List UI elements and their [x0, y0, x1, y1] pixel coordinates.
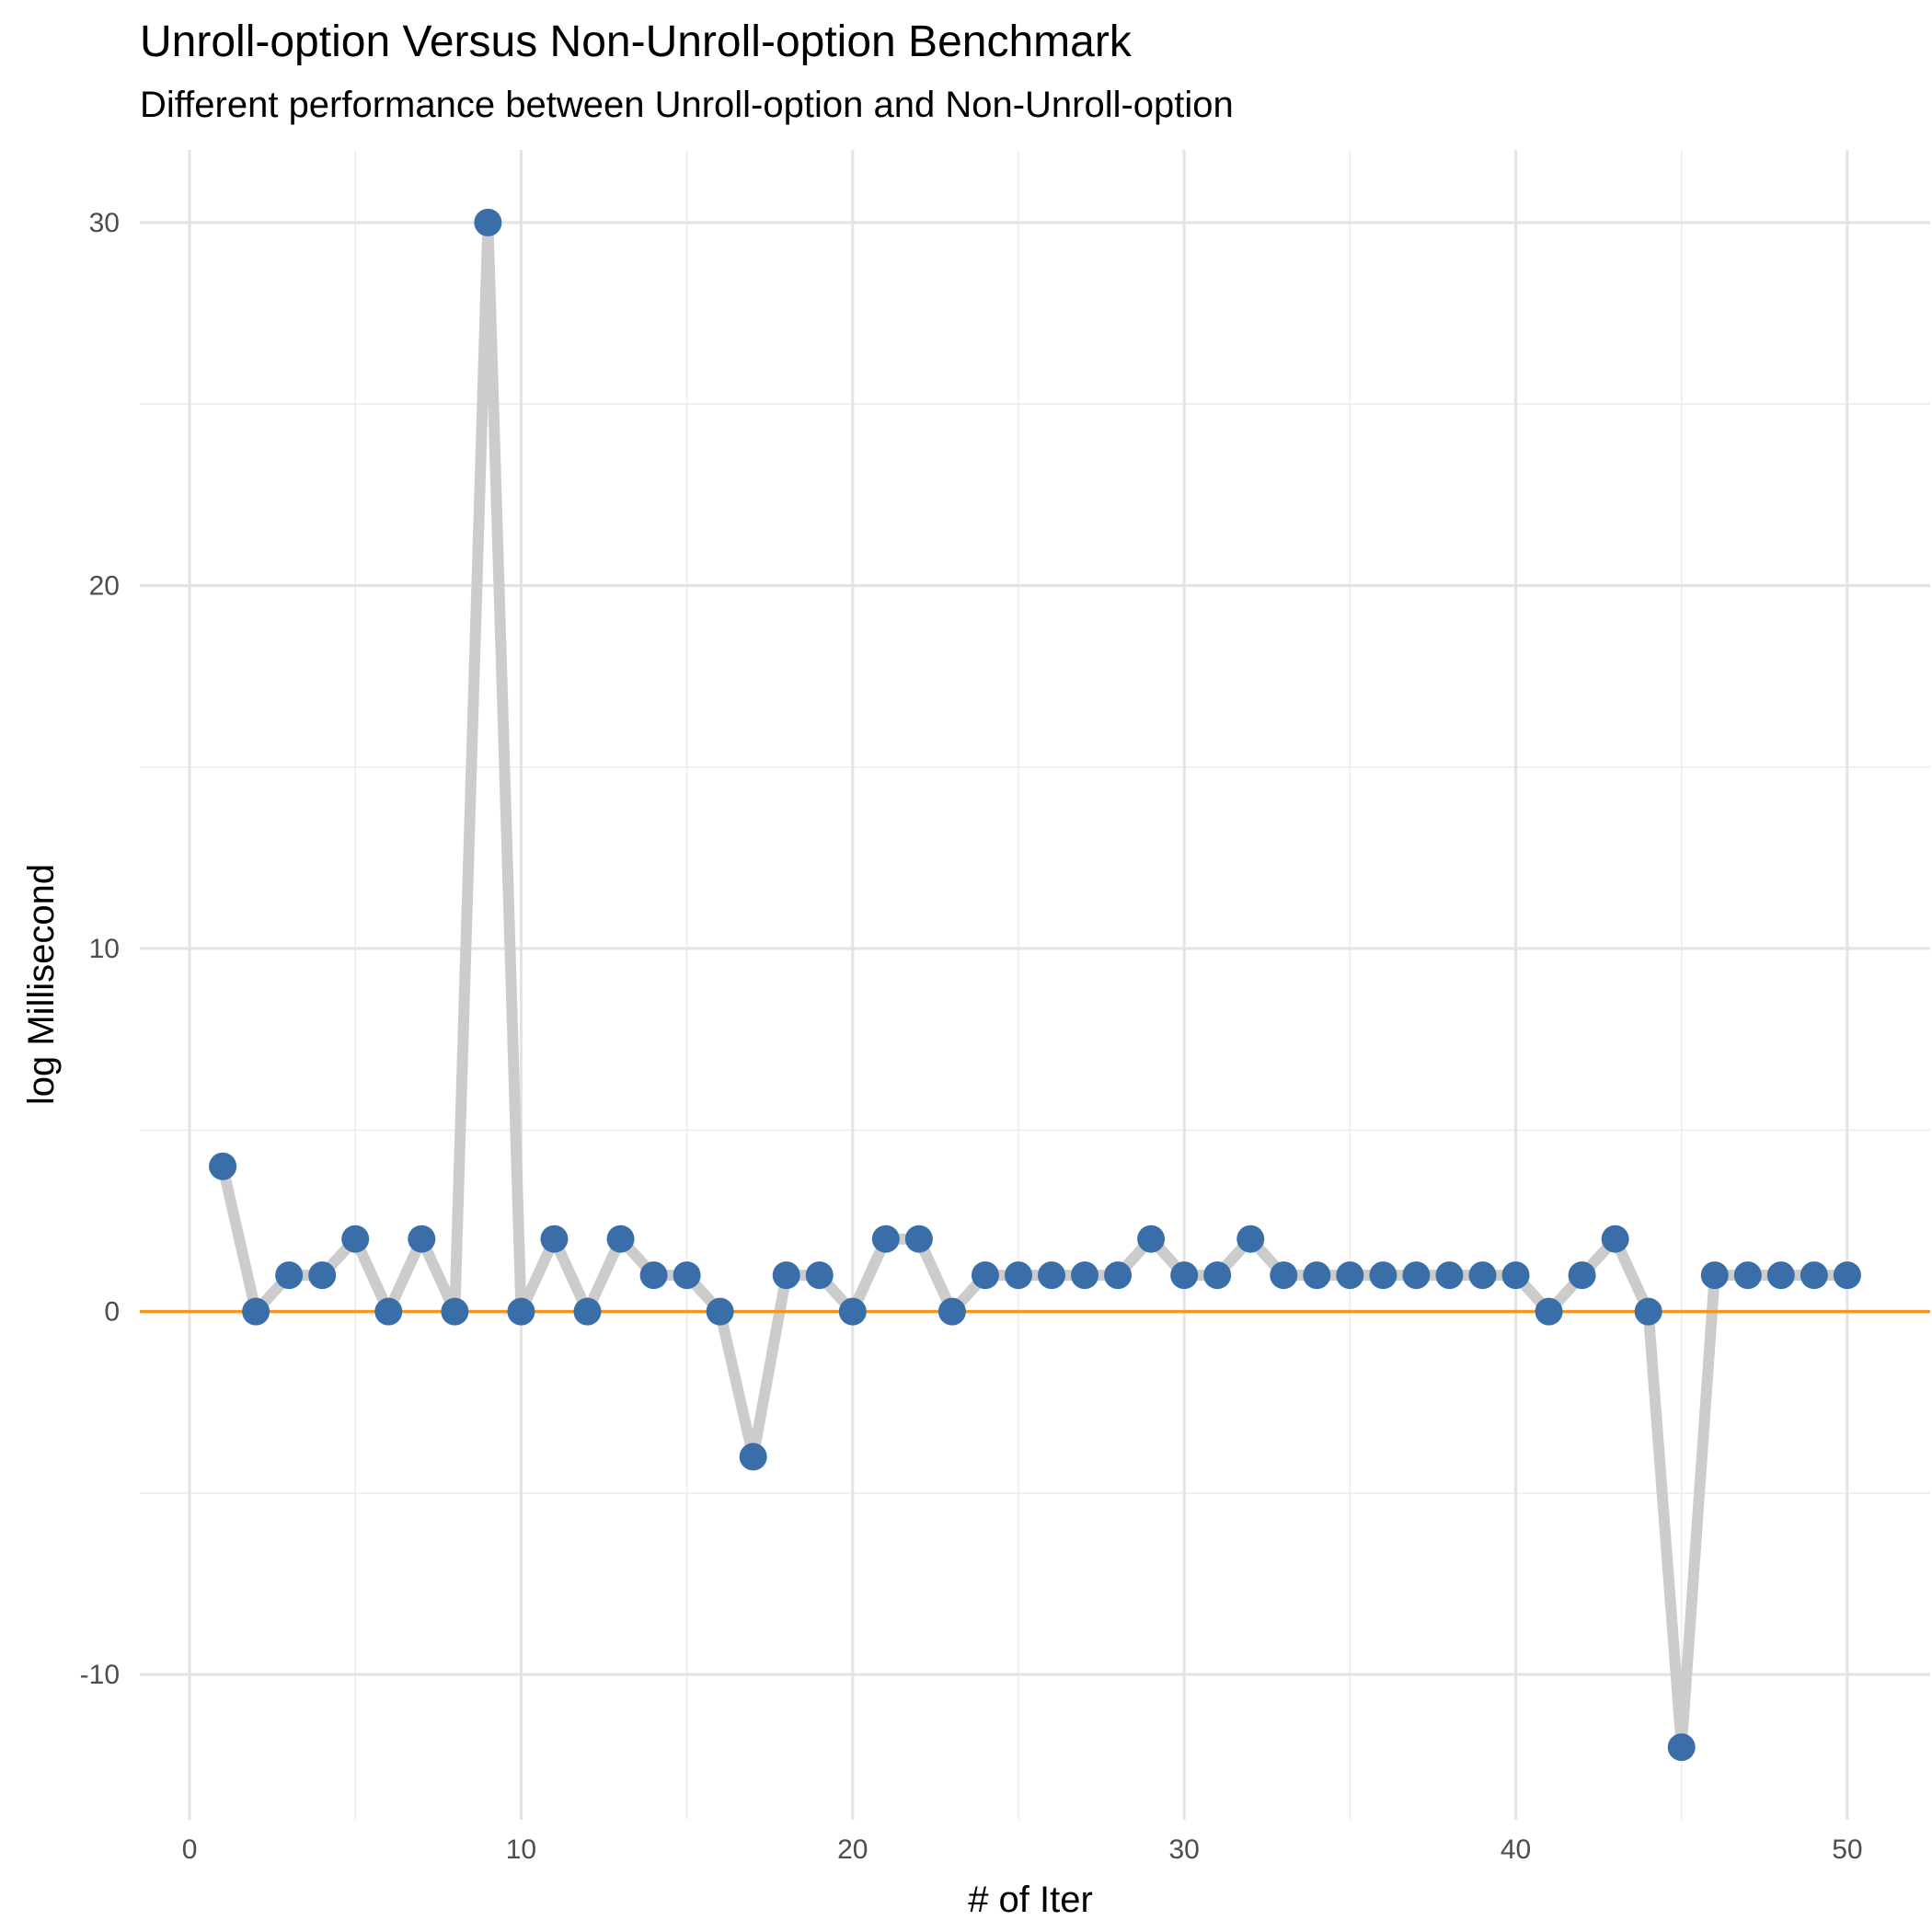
- x-tick-labels: 0 10 20 30 40 50: [182, 1834, 1863, 1865]
- data-point: [1203, 1261, 1232, 1290]
- data-point: [374, 1297, 403, 1326]
- data-point: [408, 1225, 436, 1253]
- data-point: [971, 1261, 999, 1290]
- x-axis-title: # of Iter: [968, 1880, 1093, 1920]
- data-point: [805, 1261, 834, 1290]
- data-point: [706, 1297, 734, 1326]
- data-point: [1833, 1261, 1861, 1290]
- y-tick-label: -10: [80, 1660, 120, 1690]
- data-point: [739, 1443, 767, 1471]
- y-tick-label: 0: [104, 1297, 120, 1328]
- data-point: [1568, 1261, 1596, 1290]
- x-tick-label: 10: [506, 1834, 536, 1865]
- data-point: [1004, 1261, 1032, 1290]
- data-point: [507, 1297, 535, 1326]
- data-point: [1402, 1261, 1431, 1290]
- data-point: [1800, 1261, 1828, 1290]
- series-polyline: [217, 216, 1853, 1754]
- y-tick-label: 20: [89, 570, 120, 601]
- data-point: [1104, 1261, 1133, 1290]
- data-point: [904, 1225, 933, 1253]
- data-point: [1468, 1261, 1497, 1290]
- data-point: [341, 1225, 370, 1253]
- data-point: [772, 1261, 800, 1290]
- major-gridlines: [140, 150, 1930, 1820]
- data-point: [1634, 1297, 1662, 1326]
- data-point: [1667, 1733, 1696, 1762]
- x-tick-label: 30: [1168, 1834, 1199, 1865]
- minor-gridlines: [140, 150, 1930, 1820]
- data-point: [474, 208, 502, 236]
- data-point: [573, 1297, 602, 1326]
- data-point: [1270, 1261, 1298, 1290]
- data-point: [1535, 1297, 1563, 1326]
- data-point: [275, 1261, 304, 1290]
- x-tick-label: 50: [1832, 1834, 1862, 1865]
- data-point: [606, 1225, 635, 1253]
- data-point: [441, 1297, 469, 1326]
- data-point: [1501, 1261, 1530, 1290]
- data-point: [1336, 1261, 1364, 1290]
- data-point: [209, 1152, 237, 1180]
- y-axis-title: log Millisecond: [21, 864, 62, 1105]
- data-point: [937, 1297, 966, 1326]
- x-tick-label: 0: [182, 1834, 198, 1865]
- data-point: [540, 1225, 569, 1253]
- data-point: [1435, 1261, 1464, 1290]
- x-tick-label: 40: [1501, 1834, 1531, 1865]
- x-tick-label: 20: [837, 1834, 868, 1865]
- y-tick-label: 30: [89, 208, 120, 238]
- data-point: [1303, 1261, 1331, 1290]
- data-point: [639, 1261, 668, 1290]
- y-tick-labels: -10 0 10 20 30: [80, 208, 120, 1690]
- data-point: [1038, 1261, 1066, 1290]
- data-point: [1236, 1225, 1265, 1253]
- data-point: [838, 1297, 867, 1326]
- data-point: [1700, 1261, 1729, 1290]
- data-point: [308, 1261, 337, 1290]
- data-point: [673, 1261, 701, 1290]
- data-point: [1137, 1225, 1166, 1253]
- chart-subtitle: Different performance between Unroll-opt…: [140, 85, 1234, 125]
- data-point: [1766, 1261, 1795, 1290]
- data-point: [871, 1225, 900, 1253]
- chart-title: Unroll-option Versus Non-Unroll-option B…: [140, 17, 1132, 66]
- data-point: [1601, 1225, 1629, 1253]
- data-point: [242, 1297, 270, 1326]
- y-tick-label: 10: [89, 934, 120, 964]
- series-line: [217, 216, 1853, 1754]
- data-point: [1170, 1261, 1199, 1290]
- data-point: [1369, 1261, 1397, 1290]
- data-point: [1071, 1261, 1099, 1290]
- data-points: [209, 208, 1861, 1762]
- data-point: [1733, 1261, 1762, 1290]
